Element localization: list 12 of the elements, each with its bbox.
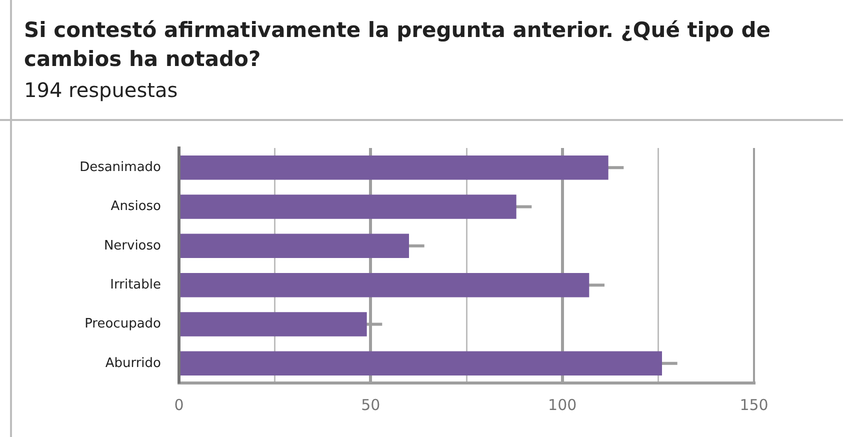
y-tick-label: Aburrido: [105, 356, 162, 371]
x-tick-label: 150: [740, 396, 768, 414]
x-tick-label: 0: [174, 396, 184, 414]
x-tick-label: 50: [361, 396, 380, 414]
y-tick-label: Nervioso: [104, 238, 162, 254]
chart-subtitle: 194 respuestas: [24, 78, 178, 102]
chart-title: Si contestó afirmativamente la pregunta anterior. ¿Qué tipo de cambios ha notado?: [24, 17, 772, 73]
y-tick-label: Irritable: [110, 277, 161, 292]
y-tick-label: Ansioso: [110, 199, 162, 214]
x-tick-label: 100: [548, 396, 577, 414]
y-tick-label: Preocupado: [84, 316, 162, 332]
y-tick-label: Desanimado: [80, 160, 162, 175]
